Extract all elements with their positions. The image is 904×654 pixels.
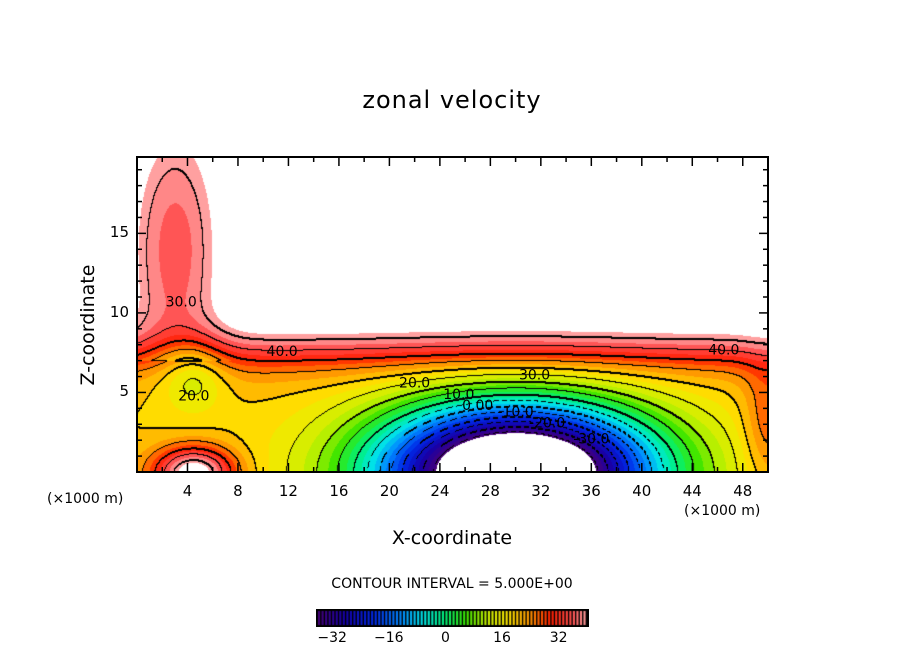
contour-label: 20.0 bbox=[178, 388, 209, 404]
x-tick-label: 24 bbox=[430, 482, 450, 500]
contour-label: 30.0 bbox=[166, 295, 197, 311]
plot-frame bbox=[136, 156, 769, 473]
x-unit-label-right: (×1000 m) bbox=[684, 503, 761, 519]
contour-label: -20.0 bbox=[529, 415, 565, 431]
contour-label: 40.0 bbox=[708, 342, 739, 358]
chart-title: zonal velocity bbox=[362, 86, 542, 114]
contour-interval-label: CONTOUR INTERVAL = 5.000E+00 bbox=[331, 576, 573, 592]
contour-overlay: 30.0 20.0 40.0 20.0 10.00.00 -10.0-20.0 -30.0 3… bbox=[136, 156, 769, 473]
y-tick-label: 5 bbox=[119, 382, 129, 401]
x-tick-label: 48 bbox=[733, 482, 753, 500]
colorbar-tick-label: 32 bbox=[549, 630, 568, 646]
x-tick-label: 20 bbox=[379, 482, 399, 500]
contour-label: 30.0 bbox=[519, 368, 550, 384]
colorbar-tick-label: 0 bbox=[440, 630, 450, 646]
contour-label: 40.0 bbox=[267, 344, 298, 360]
colorbar-tick-label: −32 bbox=[317, 630, 347, 646]
x-tick-label: 36 bbox=[581, 482, 601, 500]
x-tick-label: 12 bbox=[278, 482, 298, 500]
x-tick-label: 28 bbox=[480, 482, 500, 500]
x-tick-label: 32 bbox=[531, 482, 551, 500]
contour-label: -10.0 bbox=[497, 404, 533, 420]
contour-label: 0.00 bbox=[462, 398, 493, 414]
colorbar bbox=[316, 609, 589, 627]
colorbar-tick-label: −16 bbox=[374, 630, 404, 646]
x-tick-label: 4 bbox=[182, 482, 193, 500]
contour-label: 10.0 bbox=[443, 387, 474, 403]
y-tick-label: 10 bbox=[109, 302, 129, 321]
x-tick-label: 8 bbox=[233, 482, 243, 500]
plot-area: 30.0 20.0 40.0 20.0 10.0 0.00 -10.0 -20.0 -30.0 3… bbox=[136, 156, 769, 473]
x-tick-label: 16 bbox=[329, 482, 349, 500]
x-axis-label: X-coordinate bbox=[391, 527, 513, 549]
x-tick-label: 44 bbox=[682, 482, 702, 500]
y-tick-label: 15 bbox=[109, 223, 129, 242]
contour-label: -30.0 bbox=[573, 431, 609, 447]
x-tick-label: 40 bbox=[632, 482, 652, 500]
contour-label: 20.0 bbox=[399, 376, 430, 392]
colorbar-tick-label: 16 bbox=[493, 630, 511, 646]
contour-fill bbox=[137, 157, 768, 472]
x-unit-label-left: (×1000 m) bbox=[47, 491, 124, 507]
y-axis-label: Z-coordinate bbox=[77, 264, 99, 386]
